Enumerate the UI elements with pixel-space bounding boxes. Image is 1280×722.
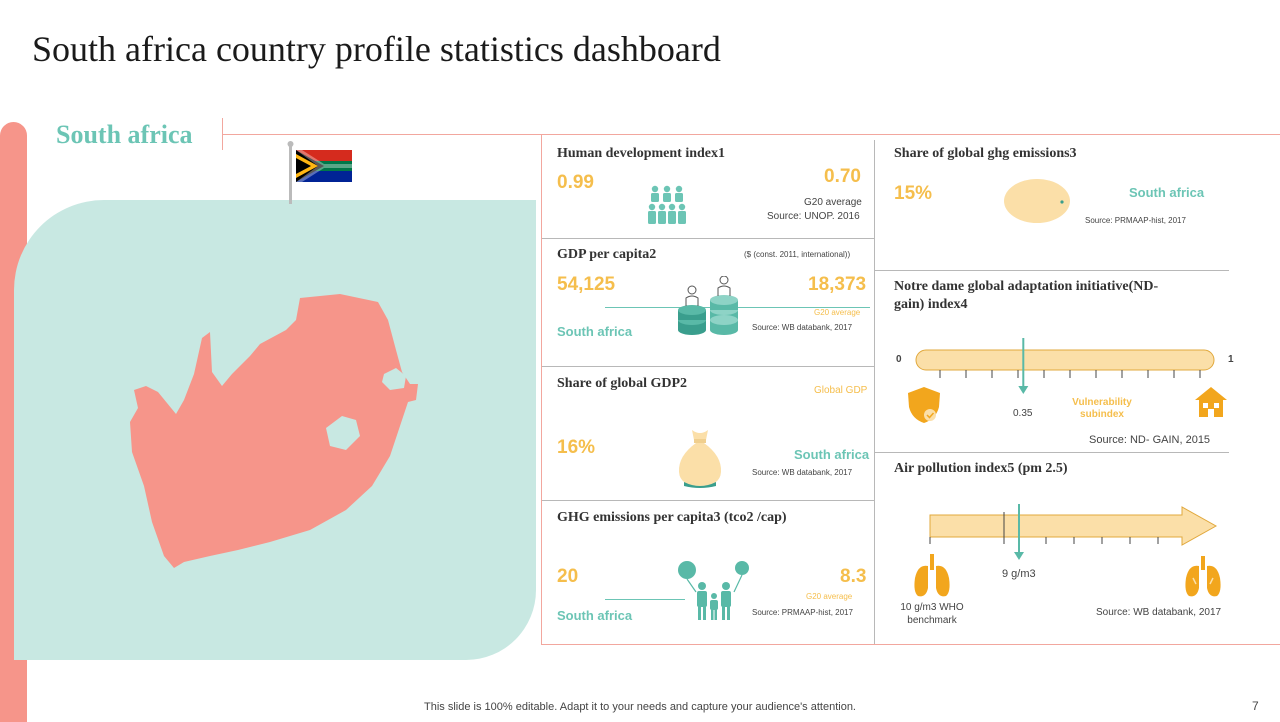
shield-icon [908,387,940,423]
ghg-pc-source: Source: PRMAAP-hist, 2017 [752,608,853,617]
ndgain-min: 0 [896,354,902,365]
ghg-pc-title: GHG emissions per capita3 (tco2 /cap) [557,510,787,525]
air-source: Source: WB databank, 2017 [1096,607,1222,618]
lungs-icon [914,554,950,597]
gdp-share-country: South africa [794,447,870,462]
gdp-share-value: 16% [557,437,596,458]
gdp-share-global-label: Global GDP [814,385,868,396]
air-who-line2: benchmark [907,615,957,626]
ghg-pc-g20-label: G20 average [806,592,853,601]
ghg-pc-g20-value: 8.3 [840,566,867,587]
footer-text: This slide is 100% editable. Adapt it to… [424,701,856,713]
ghg-share-title: Share of global ghg emissions3 [894,146,1077,161]
ghg-share-source: Source: PRMAAP-hist, 2017 [1085,216,1186,225]
ndgain-scale [915,338,1215,394]
flag-icon [287,141,352,204]
hdi-value: 0.99 [557,172,594,193]
ghg-share-ellipse [1004,179,1070,223]
ndgain-source: Source: ND- GAIN, 2015 [1089,434,1211,446]
divider-1 [542,238,874,239]
ghg-pc-baseline [605,599,685,600]
ndgain-vuln-line2: subindex [1080,409,1124,420]
left-border [541,134,542,644]
ghg-pc-value: 20 [557,566,579,587]
gdp-pc-value: 54,125 [557,274,616,295]
ndgain-title-1: Notre dame global adaptation initiative(… [894,279,1159,294]
air-who-benchmark: 10 g/m3 WHO benchmark [893,601,971,627]
ghg-pc-country: South africa [557,608,633,623]
bottom-border [541,644,1280,645]
divider-2 [542,366,874,367]
air-value-label: 9 g/m3 [1002,568,1036,580]
air-who-line1: 10 g/m3 WHO [900,602,964,613]
people-balloons-icon [678,561,749,620]
hdi-g20-value: 0.70 [824,166,861,187]
ndgain-value-label: 0.35 [1013,408,1033,419]
house-icon [1195,387,1227,417]
gdp-pc-g20-label: G20 average [814,308,861,317]
money-bag-icon [678,430,722,488]
coin-stacks-icon [678,276,738,335]
ndgain-max: 1 [1228,354,1234,365]
page-title: South africa country profile statistics … [32,29,721,69]
ghg-share-value: 15% [894,183,933,204]
ndgain-vuln-line1: Vulnerability [1072,397,1132,408]
divider-5 [875,452,1229,453]
hdi-title: Human development index1 [557,146,726,161]
people-group-icon [648,185,686,224]
country-label: South africa [56,120,193,149]
divider-4 [875,270,1229,271]
column-divider [874,140,875,644]
gdp-share-source: Source: WB databank, 2017 [752,468,853,477]
south-africa-map [130,294,418,568]
ndgain-vulnerability: Vulnerability subindex [1060,397,1144,421]
gdp-pc-note: ($ (const. 2011, international)) [744,250,851,259]
gdp-pc-g20-value: 18,373 [808,274,867,295]
ndgain-title-2: gain) index4 [894,297,968,312]
gdp-share-title: Share of global GDP2 [557,376,688,391]
header-line [222,134,1280,135]
ghg-share-country: South africa [1129,185,1205,200]
page-number: 7 [1252,699,1259,713]
hdi-g20-label: G20 average [804,197,862,208]
air-title: Air pollution index5 (pm 2.5) [894,461,1068,476]
ndgain-marker-arrow [1018,386,1029,394]
divider-3 [542,500,874,501]
gdp-pc-country: South africa [557,324,633,339]
hdi-source: Source: UNOP. 2016 [767,211,860,222]
gdp-pc-title: GDP per capita2 [557,247,657,262]
lungs-icon-right [1185,556,1221,597]
air-scale-arrow [929,504,1218,560]
gdp-pc-source: Source: WB databank, 2017 [752,323,853,332]
